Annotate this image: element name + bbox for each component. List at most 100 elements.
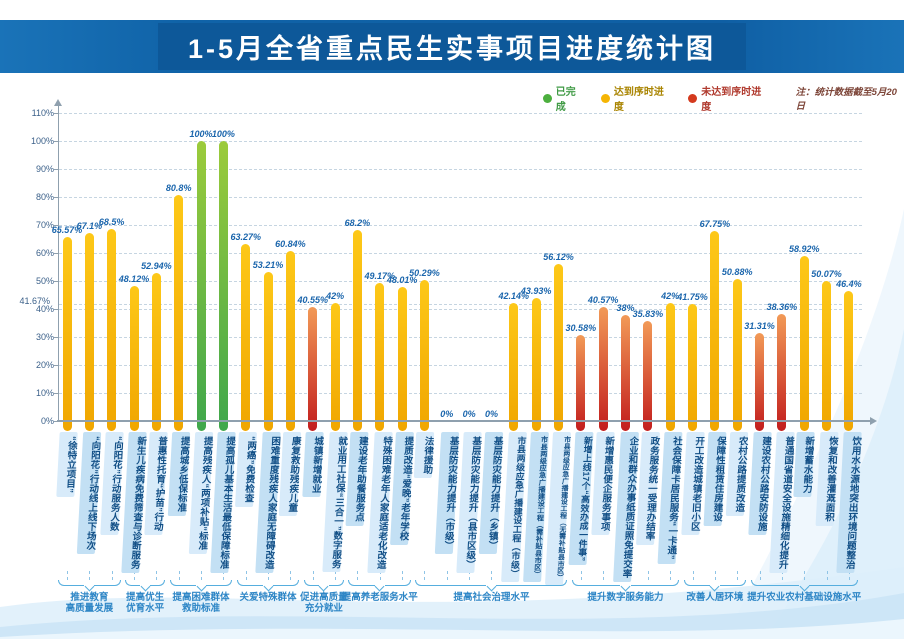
bar: [151, 272, 161, 431]
bar-value-label: 100%: [211, 129, 235, 139]
group-brace: [125, 580, 166, 592]
group-label: 改善人居环境: [686, 592, 744, 603]
x-axis-label: 提高孤儿基本生活最低保障标准: [210, 432, 237, 573]
bar-value-label: 68.5%: [98, 217, 125, 228]
bar-value-label: 50.07%: [811, 268, 842, 279]
group-brace: [348, 580, 411, 592]
bar-value-label: 49.17%: [364, 271, 396, 282]
group-connector-dash: [178, 571, 180, 580]
gridline: [59, 281, 862, 282]
bar: [397, 286, 407, 431]
bar: [330, 303, 340, 431]
x-axis-label: 新增惠民便企服务事项: [591, 432, 615, 535]
y-axis-tick-label: 50%: [35, 276, 54, 286]
bar: [643, 320, 653, 431]
gridline: [59, 253, 862, 254]
x-axis-label: “两癌”免费检查: [234, 432, 257, 507]
group-connector-dash: [603, 571, 605, 580]
bar: [822, 280, 832, 431]
x-axis-label: 困难重度残疾人家庭无障碍改造: [255, 432, 281, 573]
bar-value-label: 43.93%: [520, 285, 552, 296]
bar: [352, 230, 362, 431]
x-axis-label: 基层防灾能力提升（乡镇）: [479, 432, 504, 554]
bar: [598, 307, 608, 431]
x-axis-label: 开工改造城镇老旧小区: [680, 432, 705, 535]
x-axis-label: 建设农村公路安防设施: [747, 432, 772, 535]
bar-value-label: 40.57%: [587, 295, 619, 306]
y-axis-tick-label: 110%: [31, 108, 54, 118]
group-brace: [236, 580, 300, 592]
y-axis-tick: [54, 113, 58, 114]
group-brace-tip: [196, 581, 206, 592]
group-connector-dash: [290, 571, 292, 580]
bar-value-label: 46.4%: [836, 279, 862, 290]
y-axis-tick: [54, 421, 58, 422]
group-connector-dash: [379, 571, 381, 580]
group-connector-dash: [737, 571, 739, 580]
bar-value-label: 48.01%: [386, 274, 418, 285]
bar: [799, 256, 809, 431]
bar: [755, 333, 765, 431]
x-axis-label: 市县两级应急广播建设工程（无需补贴县市区）: [545, 432, 572, 585]
x-axis-label: 康复救助残疾儿童: [279, 432, 302, 516]
gridline: [59, 113, 862, 114]
x-axis-label: 饮用水水源地突出环境问题整治: [836, 432, 862, 573]
x-axis-label: 就业用工社保“三合一”数字服务: [322, 432, 348, 573]
gridline: [59, 197, 862, 198]
group-connector-dash: [759, 571, 761, 580]
gridline: [59, 337, 862, 338]
bar: [218, 141, 228, 431]
group-brace-tip: [620, 581, 631, 592]
bar-value-label: 65.57%: [51, 225, 83, 236]
x-axis-label: 政务服务统一受理办结率: [635, 432, 660, 545]
y-axis-tick-label: 30%: [35, 332, 54, 342]
group-connector-dash: [826, 571, 828, 580]
gridline: [59, 365, 862, 366]
x-axis-arrow-icon: [870, 417, 877, 425]
group-label: 促进高质量 充分就业: [300, 592, 348, 615]
legend-item-label: 未达到序时进度: [701, 87, 762, 113]
group-connector-dash: [402, 571, 404, 580]
gridline: [59, 141, 862, 142]
legend-item: 未达到序时进度: [688, 83, 769, 113]
x-axis-label: 企业和群众办事纸质证照免提交率: [612, 432, 639, 582]
group-connector-dash: [335, 571, 337, 580]
group-connector-dash: [446, 571, 448, 580]
bar-value-label: 68.2%: [344, 218, 371, 229]
bar: [285, 250, 295, 431]
group-connector-dash: [804, 571, 806, 580]
group-brace-tip: [799, 581, 810, 592]
page-title: 1-5月全省重点民生实事项目进度统计图: [187, 34, 717, 64]
bar: [375, 283, 385, 431]
bar-value-label: 42.14%: [498, 291, 530, 301]
y-axis-tick-label: 40%: [35, 304, 54, 314]
bar: [576, 335, 586, 431]
title-banner: 1-5月全省重点民生实事项目进度统计图: [0, 20, 904, 73]
group-brace: [169, 580, 233, 592]
bar-value-label: 35.83%: [632, 308, 664, 319]
reference-gridline: [59, 304, 862, 306]
group-brace-tip: [140, 581, 151, 592]
group-label: 提升农业农村基础设施水平: [747, 592, 862, 603]
x-axis-label: 保障性租赁住房建设: [703, 432, 727, 526]
x-axis-label: 新增蓄水能力: [793, 432, 815, 497]
group-label: 提升数字服务能力: [587, 592, 664, 603]
group-connector-dash: [714, 571, 716, 580]
bar-value-label: 0%: [440, 409, 454, 419]
y-axis-tick-label: 80%: [35, 192, 54, 202]
bar: [196, 141, 206, 431]
group-connector-dash: [491, 571, 493, 580]
bar-value-label: 41.75%: [677, 292, 708, 303]
y-axis-tick-label: 0%: [40, 416, 54, 426]
bar: [844, 291, 854, 431]
group-connector-dash: [268, 571, 270, 580]
gridline: [59, 169, 862, 170]
group-connector-dash: [692, 571, 694, 580]
bar: [509, 303, 519, 431]
group-connector-dash: [424, 571, 426, 580]
title-box: 1-5月全省重点民生实事项目进度统计图: [157, 23, 747, 70]
bar-value-label: 40.55%: [297, 295, 328, 306]
y-axis-tick: [54, 169, 58, 170]
legend-item: 已完成: [543, 83, 585, 113]
y-axis-tick-label: 20%: [35, 360, 54, 370]
